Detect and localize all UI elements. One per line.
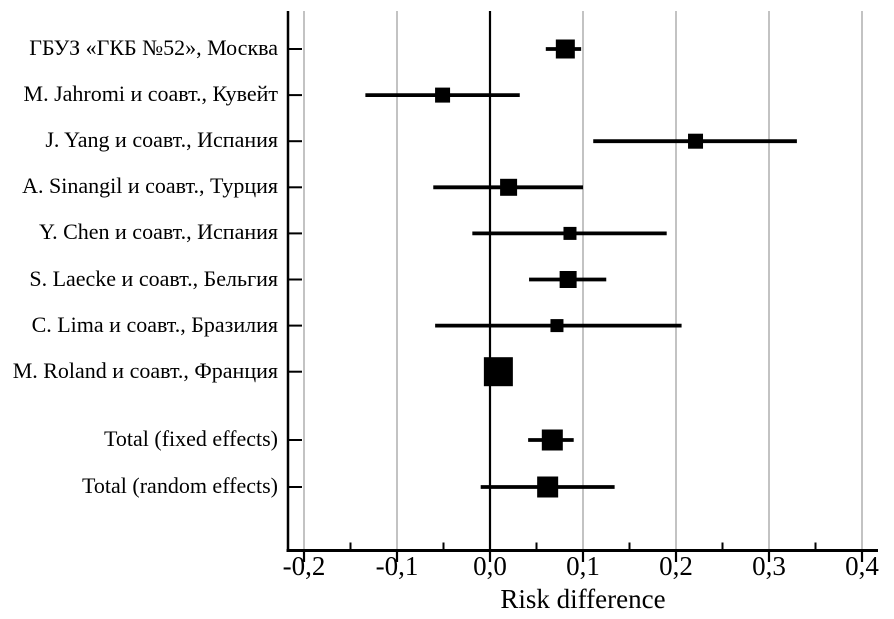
x-tick-label: 0,4 <box>845 551 879 581</box>
study-label: ГБУЗ «ГКБ №52», Москва <box>29 35 278 60</box>
estimate-marker <box>688 133 704 149</box>
estimate-marker <box>483 357 513 387</box>
x-tick-label: 0,3 <box>752 551 786 581</box>
estimate-marker <box>541 429 563 451</box>
study-label: M. Jahromi и соавт., Кувейт <box>23 81 278 107</box>
estimate-marker <box>559 271 577 288</box>
study-label: S. Laecke и соавт., Бельгия <box>29 265 278 291</box>
x-tick-label: 0,0 <box>473 551 507 581</box>
x-tick-label: -0,1 <box>375 551 419 581</box>
total-label: Total (random effects) <box>82 473 278 498</box>
study-label: A. Sinangil и соавт., Турция <box>22 173 278 199</box>
estimate-marker <box>537 476 559 498</box>
x-axis-title: Risk difference <box>500 584 666 614</box>
estimate-marker <box>500 178 518 196</box>
x-tick-label: -0,2 <box>282 551 326 581</box>
study-label: J. Yang и соавт., Испания <box>45 127 278 153</box>
estimate-marker <box>563 226 577 240</box>
x-tick-label: 0,1 <box>566 551 600 581</box>
estimate-marker <box>550 319 564 333</box>
estimate-marker <box>435 87 451 103</box>
x-tick-label: 0,2 <box>659 551 693 581</box>
study-label: Y. Chen и соавт., Испания <box>39 219 278 245</box>
study-label: C. Lima и соавт., Бразилия <box>31 311 278 337</box>
study-label: M. Roland и соавт., Франция <box>12 357 278 383</box>
estimate-marker <box>555 39 575 59</box>
total-label: Total (fixed effects) <box>104 426 278 451</box>
